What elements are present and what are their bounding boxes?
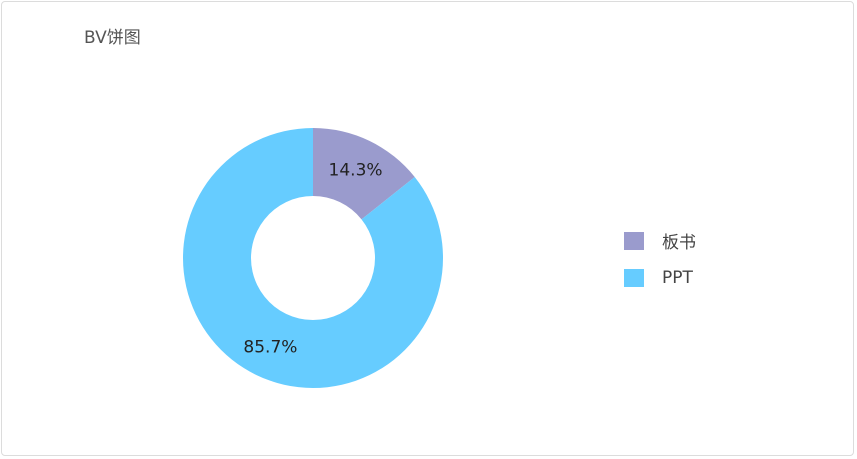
slice-0[interactable] bbox=[313, 128, 415, 220]
legend-swatch bbox=[624, 268, 644, 287]
legend-swatch bbox=[624, 231, 644, 250]
slice-label: 85.7% bbox=[243, 337, 297, 357]
slice-label: 14.3% bbox=[329, 161, 383, 181]
legend: 板书 PPT bbox=[624, 222, 696, 296]
legend-label: 板书 bbox=[662, 233, 696, 253]
slice-1[interactable] bbox=[183, 128, 444, 388]
legend-item-ppt[interactable]: PPT bbox=[624, 259, 696, 296]
legend-item-board[interactable]: 板书 bbox=[624, 222, 696, 259]
legend-label: PPT bbox=[662, 267, 693, 288]
chart-title: BV饼图 bbox=[84, 28, 141, 48]
